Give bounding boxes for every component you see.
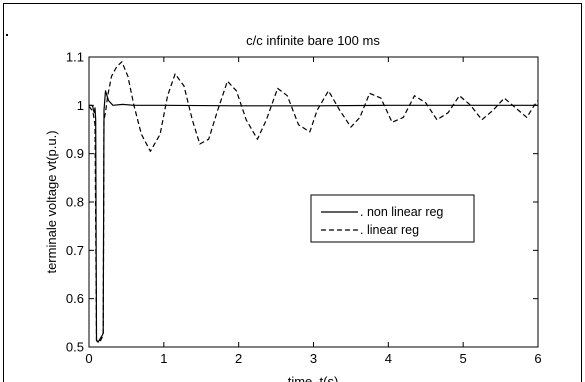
figure-frame: [3, 3, 582, 382]
x-tick-label-6: 6: [534, 351, 541, 366]
axis-ticks: 0 1 2 3 4 5 6 0.5 0.6 0.7 0.8 0.9 1 1.1: [66, 50, 542, 367]
y-tick-label-1: 0.6: [66, 291, 84, 306]
y-tick-label-2: 0.7: [66, 243, 84, 258]
corner-mark: [6, 34, 8, 36]
series-layer: [88, 61, 539, 343]
y-tick-label-4: 0.9: [66, 146, 84, 161]
y-tick-label-3: 0.8: [66, 195, 84, 210]
legend: . non linear reg . linear reg: [310, 194, 475, 243]
y-tick-label-6: 1.1: [66, 50, 84, 65]
chart-title: c/c infinite bare 100 ms: [246, 33, 380, 48]
x-tick-label-3: 3: [310, 351, 317, 366]
legend-label-linear: . linear reg: [360, 223, 419, 237]
series-line-linear: [88, 61, 539, 343]
x-axis-label: time, t(s): [288, 374, 339, 382]
x-tick-label-5: 5: [460, 351, 467, 366]
legend-label-nonlinear: . non linear reg: [360, 205, 443, 219]
x-tick-label-1: 1: [160, 351, 167, 366]
legend-box: [310, 194, 475, 243]
y-axis-label: terminale voltage vt(p.u.): [44, 130, 59, 273]
y-tick-label-5: 1: [77, 98, 84, 113]
x-tick-label-4: 4: [385, 351, 392, 366]
x-tick-label-2: 2: [235, 351, 242, 366]
y-tick-label-0: 0.5: [66, 340, 84, 355]
x-tick-label-0: 0: [85, 351, 92, 366]
